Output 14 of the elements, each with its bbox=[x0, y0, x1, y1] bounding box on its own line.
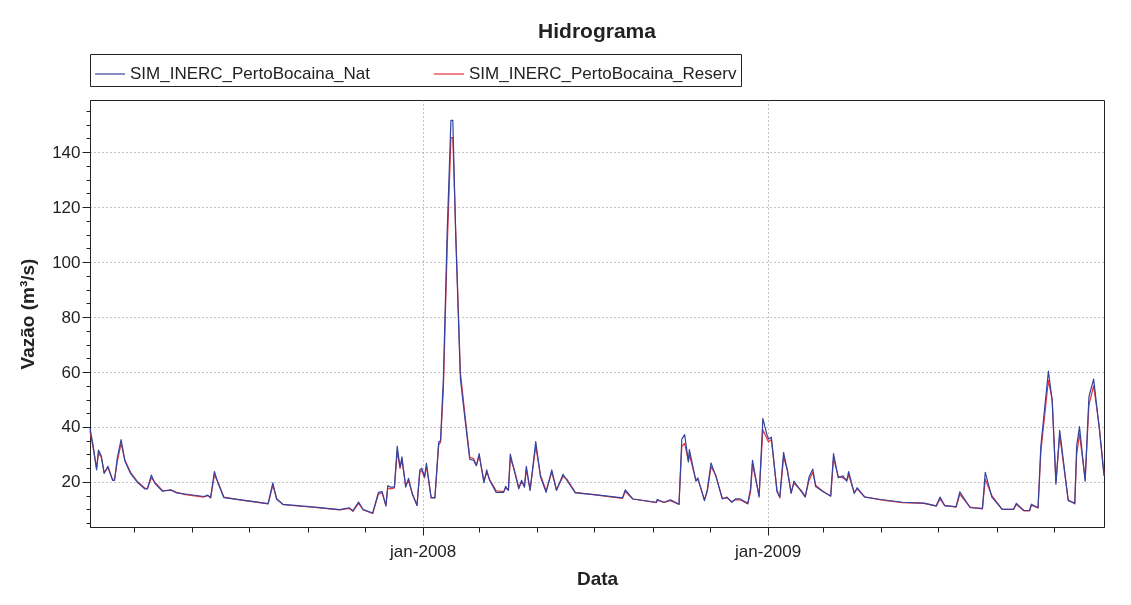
y-tick-label: 60 bbox=[61, 362, 81, 382]
y-tick-label: 120 bbox=[52, 197, 81, 217]
x-tick-label: jan-2009 bbox=[733, 541, 802, 561]
y-tick-label: 20 bbox=[61, 472, 81, 492]
legend-label: SIM_INERC_PertoBocaina_Reserv bbox=[469, 64, 737, 83]
y-tick-label: 40 bbox=[61, 417, 81, 437]
legend-label: SIM_INERC_PertoBocaina_Nat bbox=[130, 64, 371, 83]
y-tick-label: 100 bbox=[52, 252, 81, 272]
x-tick-label: jan-2008 bbox=[389, 541, 457, 561]
y-tick-label: 80 bbox=[61, 307, 81, 327]
chart-title: Hidrograma bbox=[538, 18, 657, 42]
y-axis-title: Vazão (m³/s) bbox=[17, 258, 39, 370]
x-axis-title: Data bbox=[576, 567, 619, 589]
y-tick-label: 140 bbox=[52, 142, 81, 162]
